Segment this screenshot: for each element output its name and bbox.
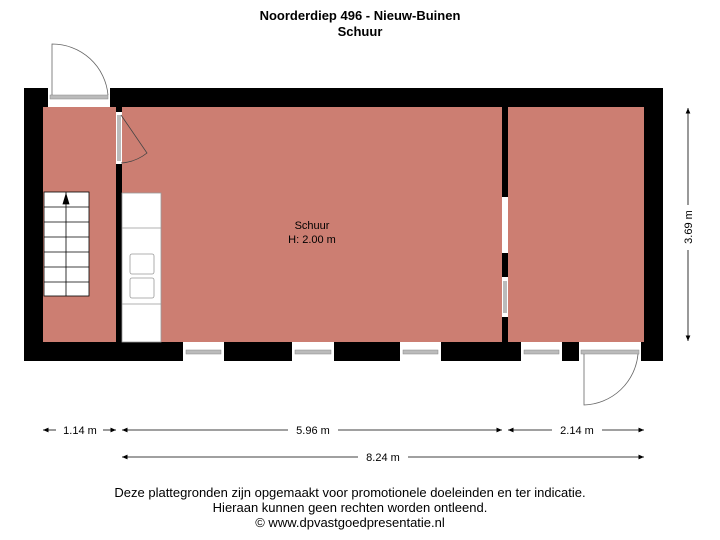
plan-title: Noorderdiep 496 - Nieuw-Buinen xyxy=(259,8,461,23)
plan-subtitle: Schuur xyxy=(337,24,383,39)
dim-total: 8.24 m xyxy=(366,452,400,464)
disclaimer-line1: Deze plattegronden zijn opgemaakt voor p… xyxy=(114,485,586,500)
top-door xyxy=(48,43,110,107)
room-height: H: 2.00 m xyxy=(288,234,336,246)
dim-depth: 3.69 m xyxy=(683,210,695,244)
stairs xyxy=(43,191,90,297)
dim-middle: 5.96 m xyxy=(296,425,330,437)
kitchen-counter xyxy=(121,192,162,343)
middle-wall-openings xyxy=(502,197,508,317)
copyright: © www.dpvastgoedpresentatie.nl xyxy=(255,515,445,530)
inner-door xyxy=(116,112,148,164)
schuur-floor xyxy=(122,107,502,342)
disclaimer-line2: Hieraan kunnen geen rechten worden ontle… xyxy=(212,500,488,515)
dim-right: 2.14 m xyxy=(560,425,594,437)
room-name: Schuur xyxy=(295,220,330,232)
bottom-door xyxy=(579,342,641,406)
dimension-lines xyxy=(43,108,691,460)
right-room-floor xyxy=(508,107,644,342)
bottom-windows xyxy=(183,342,562,361)
dim-left: 1.14 m xyxy=(63,425,97,437)
